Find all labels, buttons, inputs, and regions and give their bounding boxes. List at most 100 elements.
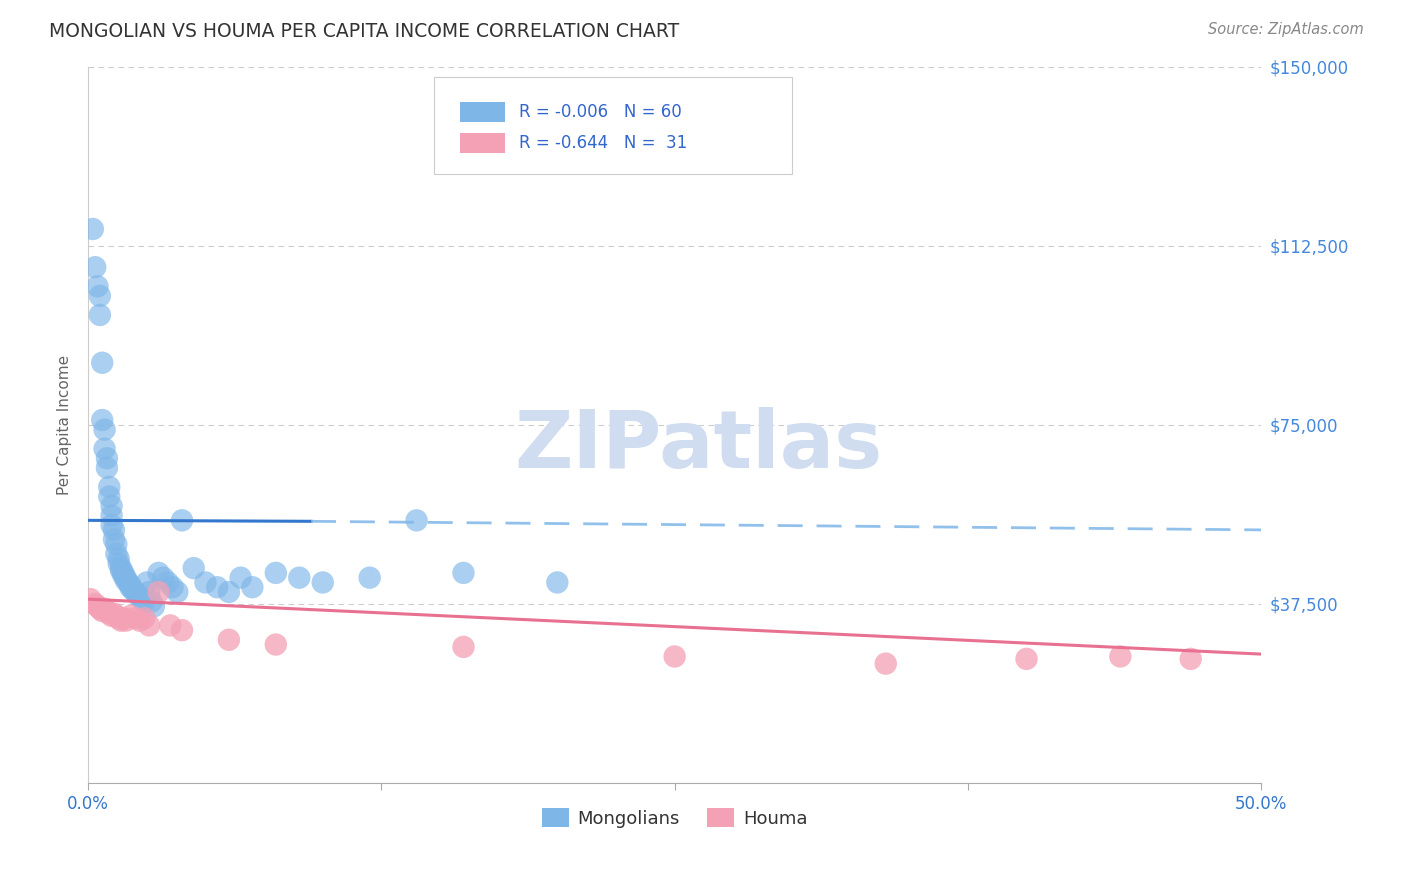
Point <box>288 571 311 585</box>
Y-axis label: Per Capita Income: Per Capita Income <box>58 355 72 495</box>
Point <box>240 580 263 594</box>
Point <box>100 499 122 513</box>
Point <box>162 580 184 594</box>
Point <box>86 279 108 293</box>
Point <box>131 592 153 607</box>
Point <box>218 632 240 647</box>
Point <box>120 608 142 623</box>
Point <box>264 638 287 652</box>
Point <box>124 611 146 625</box>
Point <box>142 599 165 614</box>
Point <box>110 614 132 628</box>
Point <box>107 611 129 625</box>
Point <box>135 575 157 590</box>
FancyBboxPatch shape <box>434 78 792 174</box>
Text: MONGOLIAN VS HOUMA PER CAPITA INCOME CORRELATION CHART: MONGOLIAN VS HOUMA PER CAPITA INCOME COR… <box>49 22 679 41</box>
Point <box>96 604 118 618</box>
Point <box>114 571 136 585</box>
Point <box>1180 652 1202 666</box>
Point <box>205 580 228 594</box>
Point <box>103 533 125 547</box>
Point <box>105 537 128 551</box>
Point <box>100 508 122 523</box>
Point <box>170 624 193 638</box>
Point <box>875 657 897 671</box>
Text: R = -0.644   N =  31: R = -0.644 N = 31 <box>519 135 688 153</box>
Point <box>134 611 156 625</box>
Text: R = -0.006   N = 60: R = -0.006 N = 60 <box>519 103 682 120</box>
Point <box>89 308 111 322</box>
Point <box>664 649 686 664</box>
Bar <box>460 102 505 122</box>
Point <box>79 592 101 607</box>
Point <box>120 578 142 592</box>
Point <box>103 607 125 621</box>
Point <box>114 573 136 587</box>
Point <box>312 575 335 590</box>
Point <box>110 561 132 575</box>
Point <box>100 608 122 623</box>
Legend: Mongolians, Houma: Mongolians, Houma <box>534 801 815 835</box>
Point <box>134 594 156 608</box>
Point <box>112 566 135 580</box>
Point <box>98 490 121 504</box>
Point <box>105 547 128 561</box>
Point <box>93 442 115 456</box>
Point <box>128 590 150 604</box>
Point <box>359 571 381 585</box>
Point <box>148 566 170 580</box>
Point <box>91 413 114 427</box>
Point <box>264 566 287 580</box>
Point <box>127 587 149 601</box>
Point <box>546 575 568 590</box>
Point <box>159 618 181 632</box>
Point <box>110 564 132 578</box>
Point <box>453 566 475 580</box>
Point <box>93 423 115 437</box>
Point <box>1015 652 1038 666</box>
Point <box>98 480 121 494</box>
Point <box>96 460 118 475</box>
Point <box>105 608 128 623</box>
Point <box>194 575 217 590</box>
Point <box>128 614 150 628</box>
Point <box>107 551 129 566</box>
Bar <box>460 133 505 153</box>
Point <box>183 561 205 575</box>
Text: ZIPatlas: ZIPatlas <box>515 408 882 485</box>
Point <box>107 557 129 571</box>
Point <box>121 582 143 597</box>
Point <box>112 611 135 625</box>
Point <box>86 599 108 614</box>
Point <box>82 222 104 236</box>
Point <box>218 585 240 599</box>
Point <box>112 568 135 582</box>
Point <box>98 607 121 621</box>
Point <box>117 575 139 590</box>
Point <box>120 580 142 594</box>
Point <box>1109 649 1132 664</box>
Point <box>152 571 174 585</box>
Point <box>114 614 136 628</box>
Point <box>93 601 115 615</box>
Point <box>156 575 179 590</box>
Point <box>405 513 427 527</box>
Point <box>103 523 125 537</box>
Point <box>138 618 160 632</box>
Point <box>91 604 114 618</box>
Point <box>138 585 160 599</box>
Point <box>89 289 111 303</box>
Point <box>100 518 122 533</box>
Point <box>229 571 252 585</box>
Text: Source: ZipAtlas.com: Source: ZipAtlas.com <box>1208 22 1364 37</box>
Point <box>453 640 475 654</box>
Point <box>84 260 107 275</box>
Point <box>141 594 163 608</box>
Point <box>170 513 193 527</box>
Point <box>148 585 170 599</box>
Point <box>89 601 111 615</box>
Point <box>91 356 114 370</box>
Point <box>166 585 188 599</box>
Point <box>84 597 107 611</box>
Point <box>96 451 118 466</box>
